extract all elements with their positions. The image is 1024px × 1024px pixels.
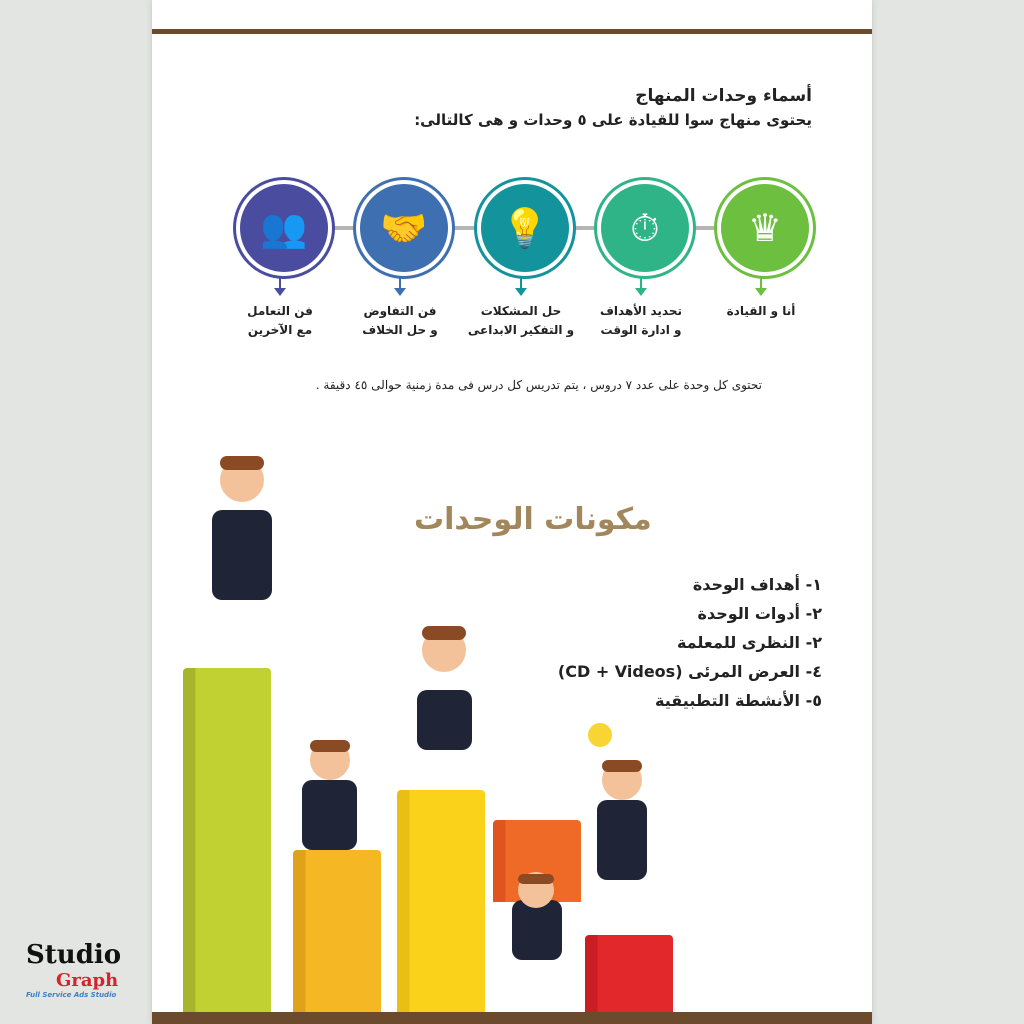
list-item: ٢- أدوات الوحدة <box>697 604 823 623</box>
lessons-note: تحتوى كل وحدة على عدد ٧ دروس ، يتم تدريس… <box>315 378 762 392</box>
yellow-bar <box>397 790 485 1012</box>
unit-label-3: حل المشكلات و التفكير الابداعى <box>467 304 575 337</box>
page-subtitle: يحتوى منهاج سوا للقيادة على ٥ وحدات و هى… <box>414 111 812 129</box>
list-item: ١- أهداف الوحدة <box>692 575 822 594</box>
list-item: ٤- العرض المرئى (CD + Videos) <box>557 662 822 681</box>
green-bar <box>183 668 271 1012</box>
amber-bar <box>293 850 381 1012</box>
lightbulb-icon: 💡 <box>477 180 573 276</box>
unit-label-4: فن التفاوض و حل الخلاف <box>362 304 438 337</box>
brochure-page: أسماء وحدات المنهاج يحتوى منهاج سوا للقي… <box>152 0 872 1024</box>
components-list: ١- أهداف الوحدة ٢- أدوات الوحدة ٢- النظر… <box>558 570 822 715</box>
unit-label-1: أنا و القيادة <box>726 304 796 318</box>
arrow-down-icon <box>755 276 767 296</box>
list-item: ٢- النظرى للمعلمة <box>676 633 822 652</box>
red-bar <box>585 935 673 1012</box>
arrow-down-icon <box>635 276 647 296</box>
top-divider <box>152 29 872 34</box>
unit-label-2: تحديد الأهداف و ادارة الوقت <box>599 304 683 337</box>
list-item: ٥- الأنشطة التطبيقية <box>655 691 822 710</box>
lightbulb-icon <box>588 723 612 747</box>
unit-label-5: فن التعامل مع الآخرين <box>247 304 313 337</box>
team-growth-icon: 👥 <box>236 180 332 276</box>
bottom-divider <box>152 1012 872 1024</box>
businessmen-illustration <box>212 456 647 960</box>
stopwatch-calendar-icon: ⏱ <box>597 180 693 276</box>
arrow-down-icon <box>274 276 286 296</box>
studio-graph-logo: Studio Graph Full Service Ads Studio <box>26 940 122 999</box>
handshake-icon: 🤝 <box>356 180 452 276</box>
arrow-down-icon <box>515 276 527 296</box>
components-title: مكونات الوحدات <box>414 502 652 537</box>
arrow-down-icon <box>394 276 406 296</box>
page-title: أسماء وحدات المنهاج <box>635 86 812 106</box>
crowned-person-icon: ♛ <box>717 180 813 276</box>
